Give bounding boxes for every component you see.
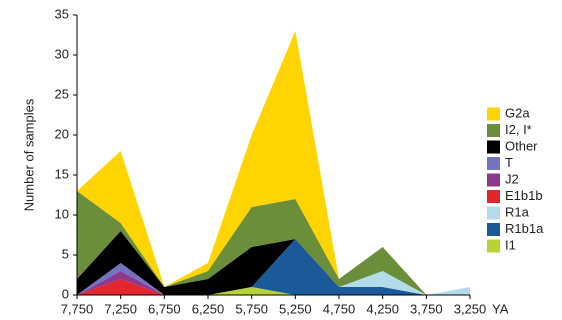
area <box>77 31 470 295</box>
x-tick-label: 3,750 <box>410 301 443 316</box>
x-tick-label: 6,750 <box>148 301 181 316</box>
x-tick-label: 3,250 <box>454 301 487 316</box>
y-tick-label: 35 <box>55 6 69 21</box>
legend-swatch <box>487 157 500 170</box>
legend-label: G2a <box>505 105 530 120</box>
legend-swatch <box>487 190 500 203</box>
x-tick-label: 4,250 <box>366 301 399 316</box>
y-tick-label: 15 <box>55 166 69 181</box>
legend-swatch <box>487 124 500 137</box>
legend-label: T <box>505 155 513 170</box>
y-tick-label: 5 <box>62 246 69 261</box>
legend-label: Other <box>505 138 538 153</box>
x-tick-label: 7,250 <box>104 301 137 316</box>
x-unit: YA <box>492 301 509 316</box>
y-tick-label: 0 <box>62 286 69 301</box>
legend-label: E1b1b <box>505 188 543 203</box>
y-tick-label: 10 <box>55 206 69 221</box>
x-tick-label: 7,750 <box>61 301 94 316</box>
y-tick-label: 30 <box>55 46 69 61</box>
x-tick-label: 5,250 <box>279 301 312 316</box>
legend-swatch <box>487 239 500 253</box>
area <box>77 239 470 295</box>
legend-label: J2 <box>505 171 519 186</box>
legend-swatch <box>487 107 500 121</box>
area <box>77 191 470 295</box>
y-tick-label: 20 <box>55 126 69 141</box>
legend-swatch <box>487 223 500 236</box>
legend-swatch <box>487 173 500 187</box>
x-tick-label: 6,250 <box>192 301 225 316</box>
legend-label: I2, I* <box>505 122 532 137</box>
y-axis-label: Number of samples <box>21 98 36 211</box>
y-tick-label: 25 <box>55 86 69 101</box>
area <box>77 239 470 295</box>
area <box>77 231 470 295</box>
area <box>77 239 470 295</box>
legend-label: R1b1a <box>505 221 544 236</box>
legend-swatch <box>487 206 500 220</box>
legend-label: I1 <box>505 237 516 252</box>
x-tick-label: 5,750 <box>235 301 268 316</box>
legend-swatch <box>487 140 500 154</box>
x-tick-label: 4,750 <box>323 301 356 316</box>
area <box>77 287 470 295</box>
legend-label: R1a <box>505 204 530 219</box>
